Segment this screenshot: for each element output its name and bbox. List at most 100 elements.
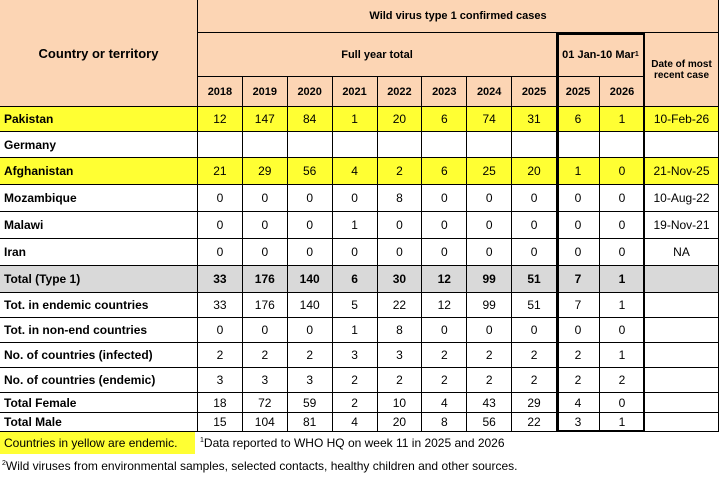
- year-header: 2024: [467, 77, 513, 107]
- value-cell: 0: [512, 318, 557, 343]
- row-label: Tot. in endemic countries: [0, 293, 198, 318]
- date-cell: [645, 393, 719, 413]
- row-label: Malawi: [0, 212, 198, 239]
- value-cell: 12: [422, 293, 468, 318]
- footnote-2: 2Wild viruses from environmental samples…: [2, 459, 517, 473]
- date-cell: NA: [645, 239, 719, 266]
- value-cell: 2: [557, 343, 600, 368]
- value-cell: 20: [512, 158, 557, 185]
- value-cell: 2: [422, 343, 468, 368]
- year-header: 2019: [242, 77, 288, 107]
- value-cell: 7: [557, 266, 600, 293]
- date-cell: [645, 132, 719, 158]
- value-cell: 29: [512, 393, 557, 413]
- value-cell: 0: [332, 239, 378, 266]
- value-cell: [332, 132, 378, 158]
- value-cell: 0: [467, 212, 513, 239]
- value-cell: 22: [377, 293, 423, 318]
- value-cell: [377, 132, 423, 158]
- value-cell: 3: [198, 368, 243, 393]
- value-cell: 99: [467, 266, 513, 293]
- value-cell: 1: [332, 212, 378, 239]
- value-cell: 176: [242, 293, 288, 318]
- footnote-text: Data reported to WHO HQ on week 11 in 20…: [203, 436, 505, 450]
- date-cell: [645, 343, 719, 368]
- footnote-mark: 2: [2, 460, 6, 467]
- value-cell: 0: [512, 185, 557, 212]
- value-cell: 6: [332, 266, 378, 293]
- date-cell: 10-Aug-22: [645, 185, 719, 212]
- value-cell: 0: [242, 239, 288, 266]
- value-cell: 104: [242, 413, 288, 432]
- date-cell: [645, 318, 719, 343]
- footnote-1: 1Data reported to WHO HQ on week 11 in 2…: [200, 436, 505, 450]
- value-cell: 0: [377, 212, 423, 239]
- value-cell: 0: [198, 239, 243, 266]
- value-cell: 0: [287, 212, 333, 239]
- value-cell: 33: [198, 293, 243, 318]
- value-cell: 20: [377, 107, 423, 132]
- value-cell: 33: [198, 266, 243, 293]
- year-header: 2026: [600, 77, 645, 107]
- value-cell: 8: [377, 318, 423, 343]
- value-cell: 72: [242, 393, 288, 413]
- value-cell: 56: [287, 158, 333, 185]
- value-cell: 0: [198, 185, 243, 212]
- value-cell: 1: [332, 107, 378, 132]
- value-cell: [557, 132, 600, 158]
- row-label: Tot. in non-end countries: [0, 318, 198, 343]
- value-cell: 4: [332, 158, 378, 185]
- legend-text: Countries in yellow are endemic.: [4, 436, 178, 450]
- value-cell: 0: [557, 318, 600, 343]
- value-cell: 1: [600, 293, 645, 318]
- value-cell: 0: [242, 212, 288, 239]
- value-cell: 2: [422, 368, 468, 393]
- year-header: 2018: [198, 77, 243, 107]
- row-label: Total Male: [0, 413, 198, 432]
- value-cell: 140: [287, 266, 333, 293]
- period-label: 01 Jan-10 Mar: [562, 48, 635, 61]
- year-header: 2025: [557, 77, 600, 107]
- row-label: No. of countries (infected): [0, 343, 198, 368]
- date-cell: [645, 368, 719, 393]
- value-cell: 0: [557, 239, 600, 266]
- value-cell: 56: [467, 413, 513, 432]
- value-cell: [287, 132, 333, 158]
- value-cell: 2: [512, 368, 557, 393]
- value-cell: 99: [467, 293, 513, 318]
- year-header: 2023: [422, 77, 468, 107]
- value-cell: 0: [287, 185, 333, 212]
- value-cell: 8: [377, 185, 423, 212]
- value-cell: 2: [557, 368, 600, 393]
- value-cell: 0: [600, 318, 645, 343]
- row-label: Iran: [0, 239, 198, 266]
- value-cell: 3: [377, 343, 423, 368]
- date-cell: [645, 293, 719, 318]
- value-cell: 140: [287, 293, 333, 318]
- value-cell: 20: [377, 413, 423, 432]
- value-cell: 2: [467, 343, 513, 368]
- value-cell: 147: [242, 107, 288, 132]
- value-cell: 8: [422, 413, 468, 432]
- value-cell: 0: [242, 318, 288, 343]
- value-cell: 0: [467, 318, 513, 343]
- value-cell: 74: [467, 107, 513, 132]
- value-cell: 4: [332, 413, 378, 432]
- full-year-header: Full year total: [198, 33, 557, 77]
- value-cell: 0: [512, 212, 557, 239]
- year-header: 2020: [287, 77, 333, 107]
- row-label: Total Female: [0, 393, 198, 413]
- value-cell: 1: [332, 318, 378, 343]
- legend-note: Countries in yellow are endemic.: [0, 432, 195, 454]
- row-label: No. of countries (endemic): [0, 368, 198, 393]
- value-cell: 31: [512, 107, 557, 132]
- value-cell: 3: [332, 343, 378, 368]
- value-cell: 0: [600, 393, 645, 413]
- value-cell: 0: [600, 158, 645, 185]
- value-cell: [422, 132, 468, 158]
- row-label: Pakistan: [0, 107, 198, 132]
- value-cell: 2: [332, 393, 378, 413]
- row-label: Total (Type 1): [0, 266, 198, 293]
- value-cell: 51: [512, 266, 557, 293]
